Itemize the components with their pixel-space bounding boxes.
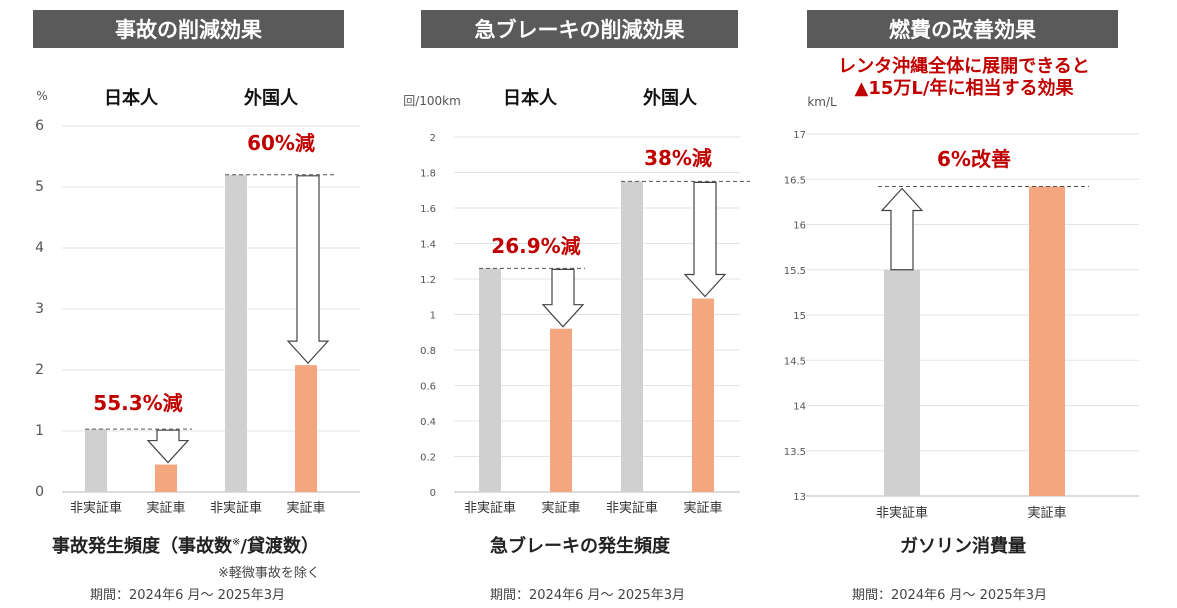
bar: [692, 298, 714, 492]
y-tick-label: 1.2: [420, 275, 436, 286]
fuel-chart: 13 13.5 14 14.5 15 15.5 16 16.5 17 km/L 非実証車 実証車 6%改…: [784, 95, 1139, 521]
category-label: 非実証車: [210, 500, 262, 516]
bar: [85, 429, 107, 492]
category-label: 実証車: [1027, 505, 1066, 521]
fuel-period: 期間：2024年6 月～ 2025年3月: [852, 588, 1047, 603]
accident-x-label-main: 事故発生頻度（事故数: [52, 536, 232, 557]
y-tick-label: 1: [430, 311, 436, 322]
y-tick-label: 3: [35, 301, 44, 317]
reduction-annotation: 26.9%減: [491, 234, 580, 258]
y-tick-label: 0.8: [420, 346, 436, 357]
y-unit-label: km/L: [807, 95, 837, 109]
y-unit-label: %: [36, 89, 47, 103]
y-tick-label: 0: [35, 484, 44, 500]
category-label: 非実証車: [70, 500, 122, 516]
category-label: 非実証車: [606, 500, 658, 516]
bar: [550, 328, 572, 492]
down-arrow-icon: [683, 181, 727, 298]
bar: [225, 174, 247, 493]
braking-reduction-panel: 急ブレーキの削減効果 0 0.2 0.4 0.6 0.8 1 1.2 1.4 1.6 1.8 2 回/…: [392, 0, 784, 608]
category-label: 非実証車: [876, 505, 928, 521]
y-tick-label: 15.5: [784, 266, 806, 277]
y-tick-label: 13: [793, 492, 806, 503]
braking-period: 期間：2024年6 月～ 2025年3月: [490, 588, 685, 603]
bar: [884, 269, 920, 496]
y-tick-label: 0.4: [420, 417, 436, 428]
y-tick-label: 0.2: [420, 453, 436, 464]
y-tick-label: 1.8: [420, 169, 436, 180]
fuel-improvement-panel: 燃費の改善効果 レンタ沖縄全体に展開できると ▲15万L/年に相当する効果 13…: [784, 0, 1177, 608]
accident-x-label-mark: ※: [232, 537, 241, 548]
group-label: 外国人: [643, 87, 698, 109]
braking-panel-title: 急ブレーキの削減効果: [421, 10, 738, 48]
category-label: 実証車: [286, 500, 325, 516]
fuel-x-label: ガソリン消費量: [900, 536, 1026, 557]
y-tick-label: 1.4: [420, 240, 436, 251]
down-arrow-icon: [541, 268, 585, 328]
up-arrow-icon: [880, 187, 924, 271]
bar: [479, 268, 501, 492]
fuel-callout-line-2: ▲15万L/年に相当する効果: [854, 78, 1074, 99]
y-tick-label: 2: [430, 133, 436, 144]
accident-footnote: ※軽微事故を除く: [218, 566, 320, 581]
category-label: 実証車: [541, 500, 580, 516]
accident-chart: 0 1 2 3 4 5 6% 非実証車 実証車 非実証車 実証車 日本人 外国人 55.3%減 60%減: [35, 87, 360, 516]
accident-panel-title: 事故の削減効果: [33, 10, 344, 48]
y-tick-label: 2: [35, 362, 44, 378]
y-tick-label: 4: [35, 240, 44, 256]
reduction-annotation: 6%改善: [937, 147, 1011, 171]
bar: [621, 181, 643, 492]
y-tick-label: 5: [35, 179, 44, 195]
group-label: 日本人: [104, 87, 159, 109]
accident-reduction-panel: 事故の削減効果 0 1 2 3 4 5 6% 非実証車 実証車 非実証車 実証車 日本人 外国人 55.3…: [0, 0, 392, 608]
down-arrow-icon: [146, 429, 190, 464]
braking-x-label: 急ブレーキの発生頻度: [490, 536, 670, 557]
y-tick-label: 14: [793, 402, 806, 413]
reduction-annotation: 38%減: [644, 146, 712, 170]
bar: [1029, 186, 1065, 497]
y-tick-label: 1.6: [420, 204, 436, 215]
accident-period: 期間：2024年6 月～ 2025年3月: [90, 588, 285, 603]
y-tick-label: 16.5: [784, 175, 806, 186]
group-label: 外国人: [244, 87, 299, 109]
reduction-annotation: 55.3%減: [93, 391, 182, 415]
y-unit-label: 回/100km: [403, 94, 461, 108]
y-tick-label: 14.5: [784, 356, 806, 367]
y-tick-label: 16: [793, 221, 806, 232]
group-label: 日本人: [503, 87, 558, 109]
braking-chart: 0 0.2 0.4 0.6 0.8 1 1.2 1.4 1.6 1.8 2 回/100km 非実証車 実証…: [403, 87, 750, 516]
bar: [155, 464, 177, 492]
bar: [295, 365, 317, 492]
category-label: 非実証車: [464, 500, 516, 516]
fuel-panel-title: 燃費の改善効果: [807, 10, 1118, 48]
reduction-annotation: 60%減: [247, 131, 315, 155]
y-tick-label: 0.6: [420, 382, 436, 393]
fuel-callout: レンタ沖縄全体に展開できると ▲15万L/年に相当する効果: [804, 56, 1124, 100]
y-tick-label: 0: [430, 488, 436, 499]
accident-x-label-tail: /貸渡数）: [240, 536, 319, 557]
y-tick-label: 13.5: [784, 447, 806, 458]
down-arrow-icon: [286, 175, 330, 365]
accident-x-label: 事故発生頻度（事故数※/貸渡数）: [52, 532, 319, 558]
category-label: 実証車: [146, 500, 185, 516]
y-tick-label: 6: [35, 118, 44, 134]
fuel-callout-line-1: レンタ沖縄全体に展開できると: [838, 56, 1090, 77]
category-label: 実証車: [683, 500, 722, 516]
y-tick-label: 1: [35, 423, 44, 439]
y-tick-label: 17: [793, 130, 806, 141]
y-tick-label: 15: [793, 311, 806, 322]
